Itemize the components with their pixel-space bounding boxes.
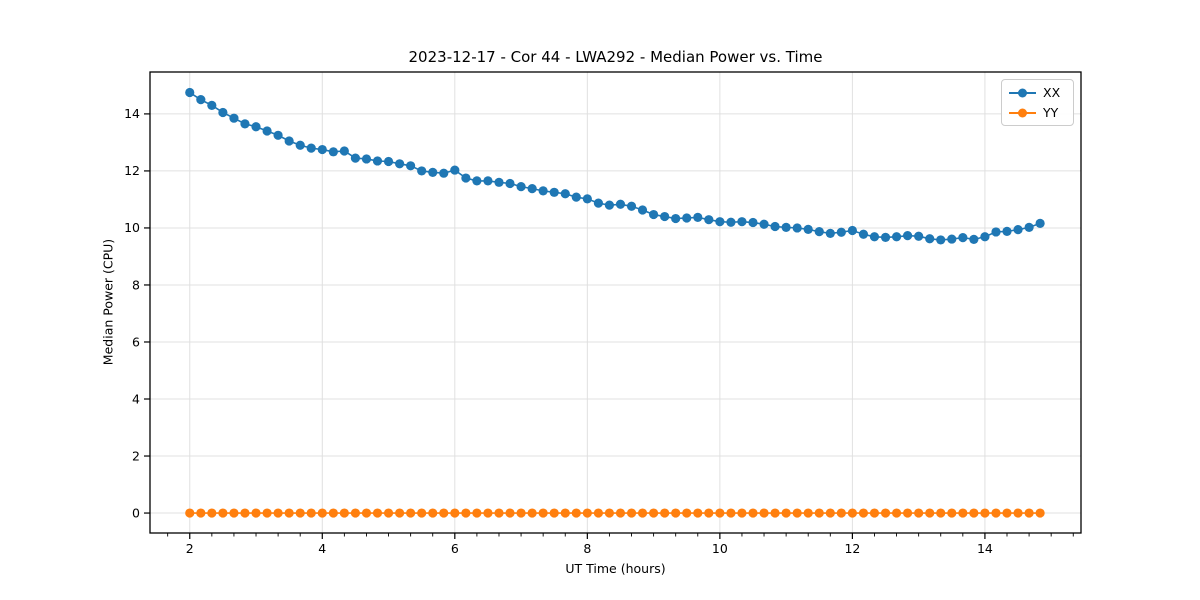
svg-text:4: 4 [132,391,140,406]
svg-text:8: 8 [132,277,140,292]
svg-text:2: 2 [186,541,194,556]
svg-text:6: 6 [451,541,459,556]
svg-text:8: 8 [583,541,591,556]
legend-item-xx: XX [1009,84,1065,101]
svg-text:14: 14 [124,106,140,121]
legend-marker-yy-icon [1009,108,1036,117]
legend[interactable]: XX YY [1001,79,1074,126]
legend-marker-xx-icon [1009,88,1036,97]
svg-text:4: 4 [318,541,326,556]
legend-label-xx: XX [1043,85,1061,100]
svg-text:6: 6 [132,334,140,349]
svg-text:14: 14 [977,541,993,556]
x-axis-label: UT Time (hours) [565,561,666,576]
svg-text:2: 2 [132,448,140,463]
svg-text:0: 0 [132,505,140,520]
legend-label-yy: YY [1043,105,1059,120]
svg-text:10: 10 [712,541,728,556]
svg-text:12: 12 [844,541,860,556]
svg-text:10: 10 [124,220,140,235]
chart-title: 2023-12-17 - Cor 44 - LWA292 - Median Po… [408,48,823,66]
legend-item-yy: YY [1009,104,1065,121]
svg-text:12: 12 [124,163,140,178]
